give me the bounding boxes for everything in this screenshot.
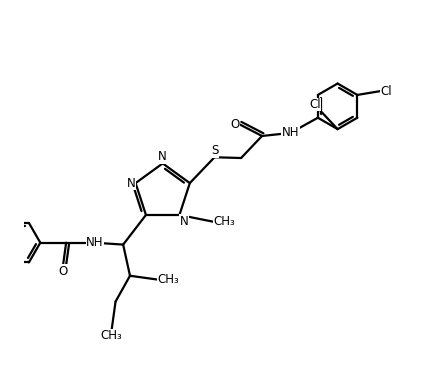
Text: NH: NH [86, 236, 104, 249]
Text: Cl: Cl [309, 98, 321, 111]
Text: S: S [211, 144, 218, 157]
Text: O: O [59, 265, 68, 278]
Text: Cl: Cl [380, 85, 392, 98]
Text: O: O [231, 118, 240, 131]
Text: N: N [158, 150, 167, 163]
Text: CH₃: CH₃ [158, 273, 179, 286]
Text: N: N [127, 177, 136, 190]
Text: CH₃: CH₃ [101, 329, 123, 342]
Text: N: N [179, 215, 188, 228]
Text: CH₃: CH₃ [214, 215, 235, 228]
Text: NH: NH [282, 127, 299, 139]
